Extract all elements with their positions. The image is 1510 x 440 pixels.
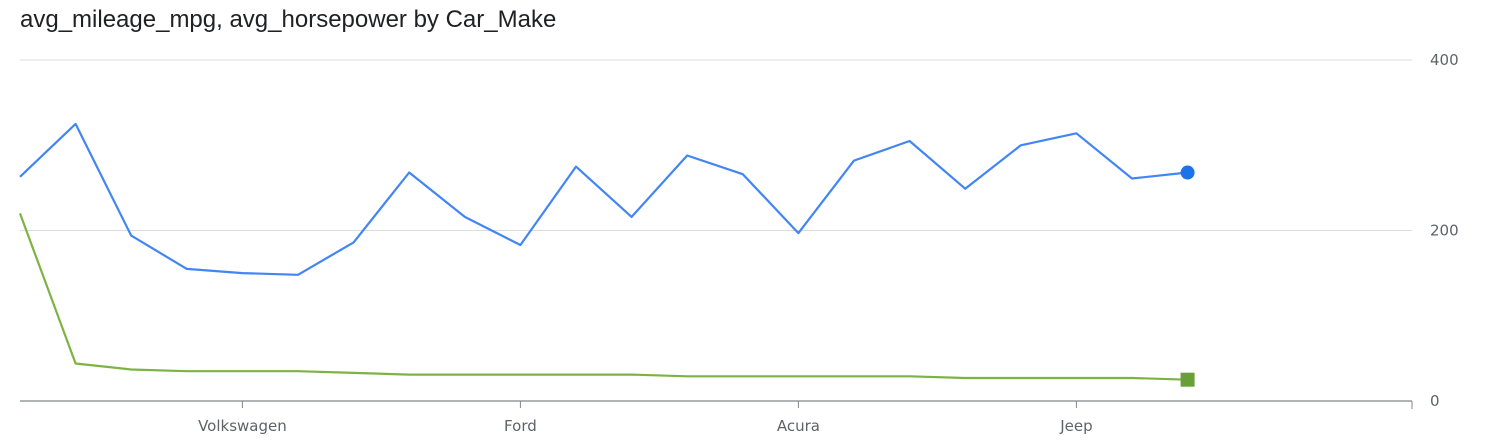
series-line-avg_horsepower [19, 122, 1188, 276]
series-end-markers [1180, 165, 1195, 387]
y-tick-label-200: 200 [1430, 222, 1459, 240]
x-axis-ticks: Volkswagen Ford Acura Jeep [198, 401, 1093, 435]
x-axis [20, 400, 1413, 409]
x-tick-label-acura: Acura [777, 417, 820, 435]
series-line-avg_mileage_mpg [18, 213, 1188, 381]
y-tick-label-0: 0 [1430, 392, 1440, 410]
y-tick-label-400: 400 [1430, 51, 1459, 69]
x-tick-label-volkswagen: Volkswagen [198, 417, 287, 435]
grid-lines [20, 59, 1412, 231]
end-marker-avg_horsepower [1180, 165, 1195, 180]
chart-title: avg_mileage_mpg, avg_horsepower by Car_M… [20, 6, 557, 33]
x-tick-label-jeep: Jeep [1059, 417, 1092, 435]
y-axis-ticks: 0 200 400 [1430, 51, 1459, 410]
series-lines [18, 122, 1188, 381]
x-tick-label-ford: Ford [504, 417, 537, 435]
end-marker-avg_mileage_mpg [1180, 372, 1195, 387]
